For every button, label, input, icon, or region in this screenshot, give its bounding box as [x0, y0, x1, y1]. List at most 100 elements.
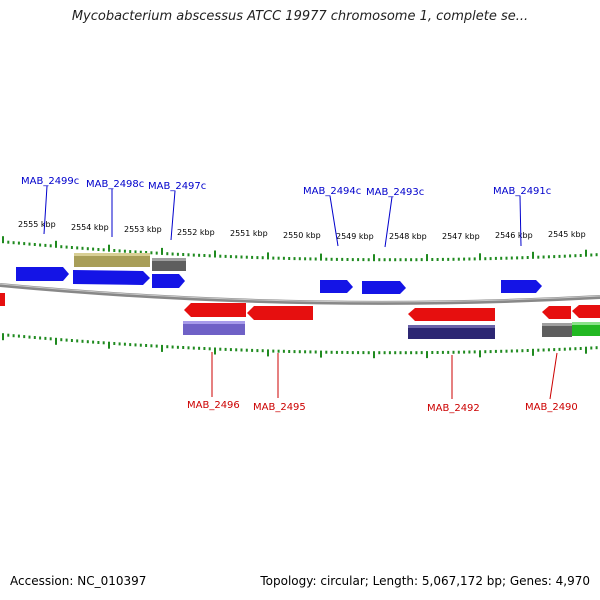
major-tick: [267, 349, 269, 357]
minor-tick: [256, 349, 259, 353]
kbp-label: 2552 kbp: [177, 228, 215, 237]
minor-tick: [574, 347, 577, 351]
minor-tick: [219, 254, 222, 258]
minor-tick: [569, 347, 572, 351]
minor-tick: [431, 351, 434, 354]
gene-arrow-partial-left[interactable]: [0, 293, 5, 306]
minor-tick: [245, 255, 248, 259]
gene-label-mab-2494c[interactable]: MAB_2494c: [303, 186, 361, 247]
kbp-label: 2555 kbp: [18, 220, 56, 229]
major-tick: [373, 351, 375, 359]
minor-tick: [383, 258, 386, 262]
minor-tick: [44, 336, 47, 340]
major-tick: [532, 348, 534, 356]
gene-label-mab-2499c[interactable]: MAB_2499c: [21, 176, 79, 235]
minor-tick: [399, 258, 402, 262]
minor-tick: [33, 243, 36, 246]
minor-tick: [314, 350, 317, 354]
gene-arrow-mab-2498c[interactable]: [73, 270, 150, 285]
major-tick: [320, 350, 322, 358]
minor-tick: [251, 255, 254, 259]
gene-arrow-mab-2490[interactable]: [542, 306, 571, 319]
minor-tick: [595, 346, 598, 350]
minor-tick: [335, 257, 338, 261]
gene-arrow-mab-2494c[interactable]: [320, 280, 353, 293]
minor-tick: [251, 348, 254, 352]
minor-tick: [473, 257, 476, 261]
minor-tick: [388, 351, 391, 355]
gene-arrow-mab-2497c[interactable]: [152, 274, 185, 288]
minor-tick: [351, 351, 354, 355]
gene-block-olive[interactable]: [74, 253, 150, 267]
minor-tick: [65, 245, 68, 249]
topology-text: Topology: circular; Length: 5,067,172 bp…: [260, 574, 590, 588]
minor-tick: [590, 253, 593, 257]
minor-tick: [516, 256, 519, 260]
svg-text:MAB_2499c: MAB_2499c: [21, 176, 79, 187]
gene-block-gray-right[interactable]: [542, 323, 572, 337]
major-tick: [585, 249, 587, 257]
minor-tick: [521, 349, 524, 353]
minor-tick: [224, 347, 227, 351]
minor-tick: [367, 258, 370, 262]
gene-label-mab-2493c[interactable]: MAB_2493c: [366, 187, 424, 248]
map-title: Mycobacterium abscessus ATCC 19977 chrom…: [71, 9, 529, 24]
major-tick: [320, 253, 322, 261]
minor-tick: [277, 256, 280, 260]
gene-label-mab-2498c[interactable]: MAB_2498c: [86, 179, 144, 237]
gene-block-navy[interactable]: [408, 325, 495, 339]
minor-tick: [150, 251, 153, 255]
gene-block-green[interactable]: [572, 322, 600, 336]
minor-tick: [457, 350, 460, 354]
svg-text:MAB_2496: MAB_2496: [187, 400, 240, 411]
minor-tick: [97, 341, 100, 344]
minor-tick: [187, 346, 190, 350]
minor-tick: [569, 254, 572, 258]
forward-gene-track: [16, 253, 542, 294]
minor-tick: [341, 350, 344, 354]
gene-block-purple[interactable]: [183, 321, 245, 335]
minor-tick: [49, 337, 52, 341]
kbp-label: 2553 kbp: [124, 225, 162, 234]
minor-tick: [12, 334, 15, 338]
minor-tick: [500, 256, 503, 260]
gene-label-mab-2490[interactable]: MAB_2490: [525, 352, 578, 413]
minor-tick: [463, 257, 466, 261]
minor-tick: [145, 251, 148, 254]
gene-arrow-mab-2493c[interactable]: [362, 281, 406, 294]
minor-tick: [208, 254, 211, 258]
minor-tick: [304, 350, 307, 354]
minor-tick: [468, 350, 471, 354]
minor-tick: [277, 349, 280, 353]
minor-tick: [240, 348, 243, 352]
gene-arrow-mab-2491c[interactable]: [501, 280, 542, 293]
gene-arrow-mab-2492[interactable]: [408, 308, 495, 321]
minor-tick: [70, 339, 73, 342]
gene-label-mab-2497c[interactable]: MAB_2497c: [148, 181, 206, 241]
gene-arrow-mab-2495[interactable]: [247, 306, 313, 320]
gene-label-mab-2492[interactable]: MAB_2492: [427, 355, 480, 414]
minor-tick: [457, 257, 460, 261]
gene-label-mab-2495[interactable]: MAB_2495: [253, 353, 306, 413]
minor-tick: [563, 347, 566, 351]
gene-arrow-mab-2499c[interactable]: [16, 267, 69, 281]
gene-label-mab-2496[interactable]: MAB_2496: [187, 352, 240, 411]
minor-tick: [97, 248, 100, 251]
minor-tick: [346, 258, 349, 261]
gene-arrow-right-edge[interactable]: [572, 305, 600, 318]
minor-tick: [76, 339, 79, 343]
minor-tick: [415, 351, 418, 355]
minor-tick: [510, 256, 513, 260]
minor-tick: [510, 349, 513, 353]
minor-tick: [139, 250, 142, 254]
minor-tick: [378, 351, 381, 355]
lower-tick-track: [2, 333, 598, 359]
gene-arrow-mab-2496[interactable]: [184, 303, 246, 317]
minor-tick: [235, 348, 238, 352]
svg-text:MAB_2494c: MAB_2494c: [303, 186, 361, 197]
minor-tick: [123, 342, 126, 346]
gene-label-mab-2491c[interactable]: MAB_2491c: [493, 186, 551, 247]
major-tick: [55, 337, 57, 345]
gene-block-gray[interactable]: [152, 258, 186, 271]
